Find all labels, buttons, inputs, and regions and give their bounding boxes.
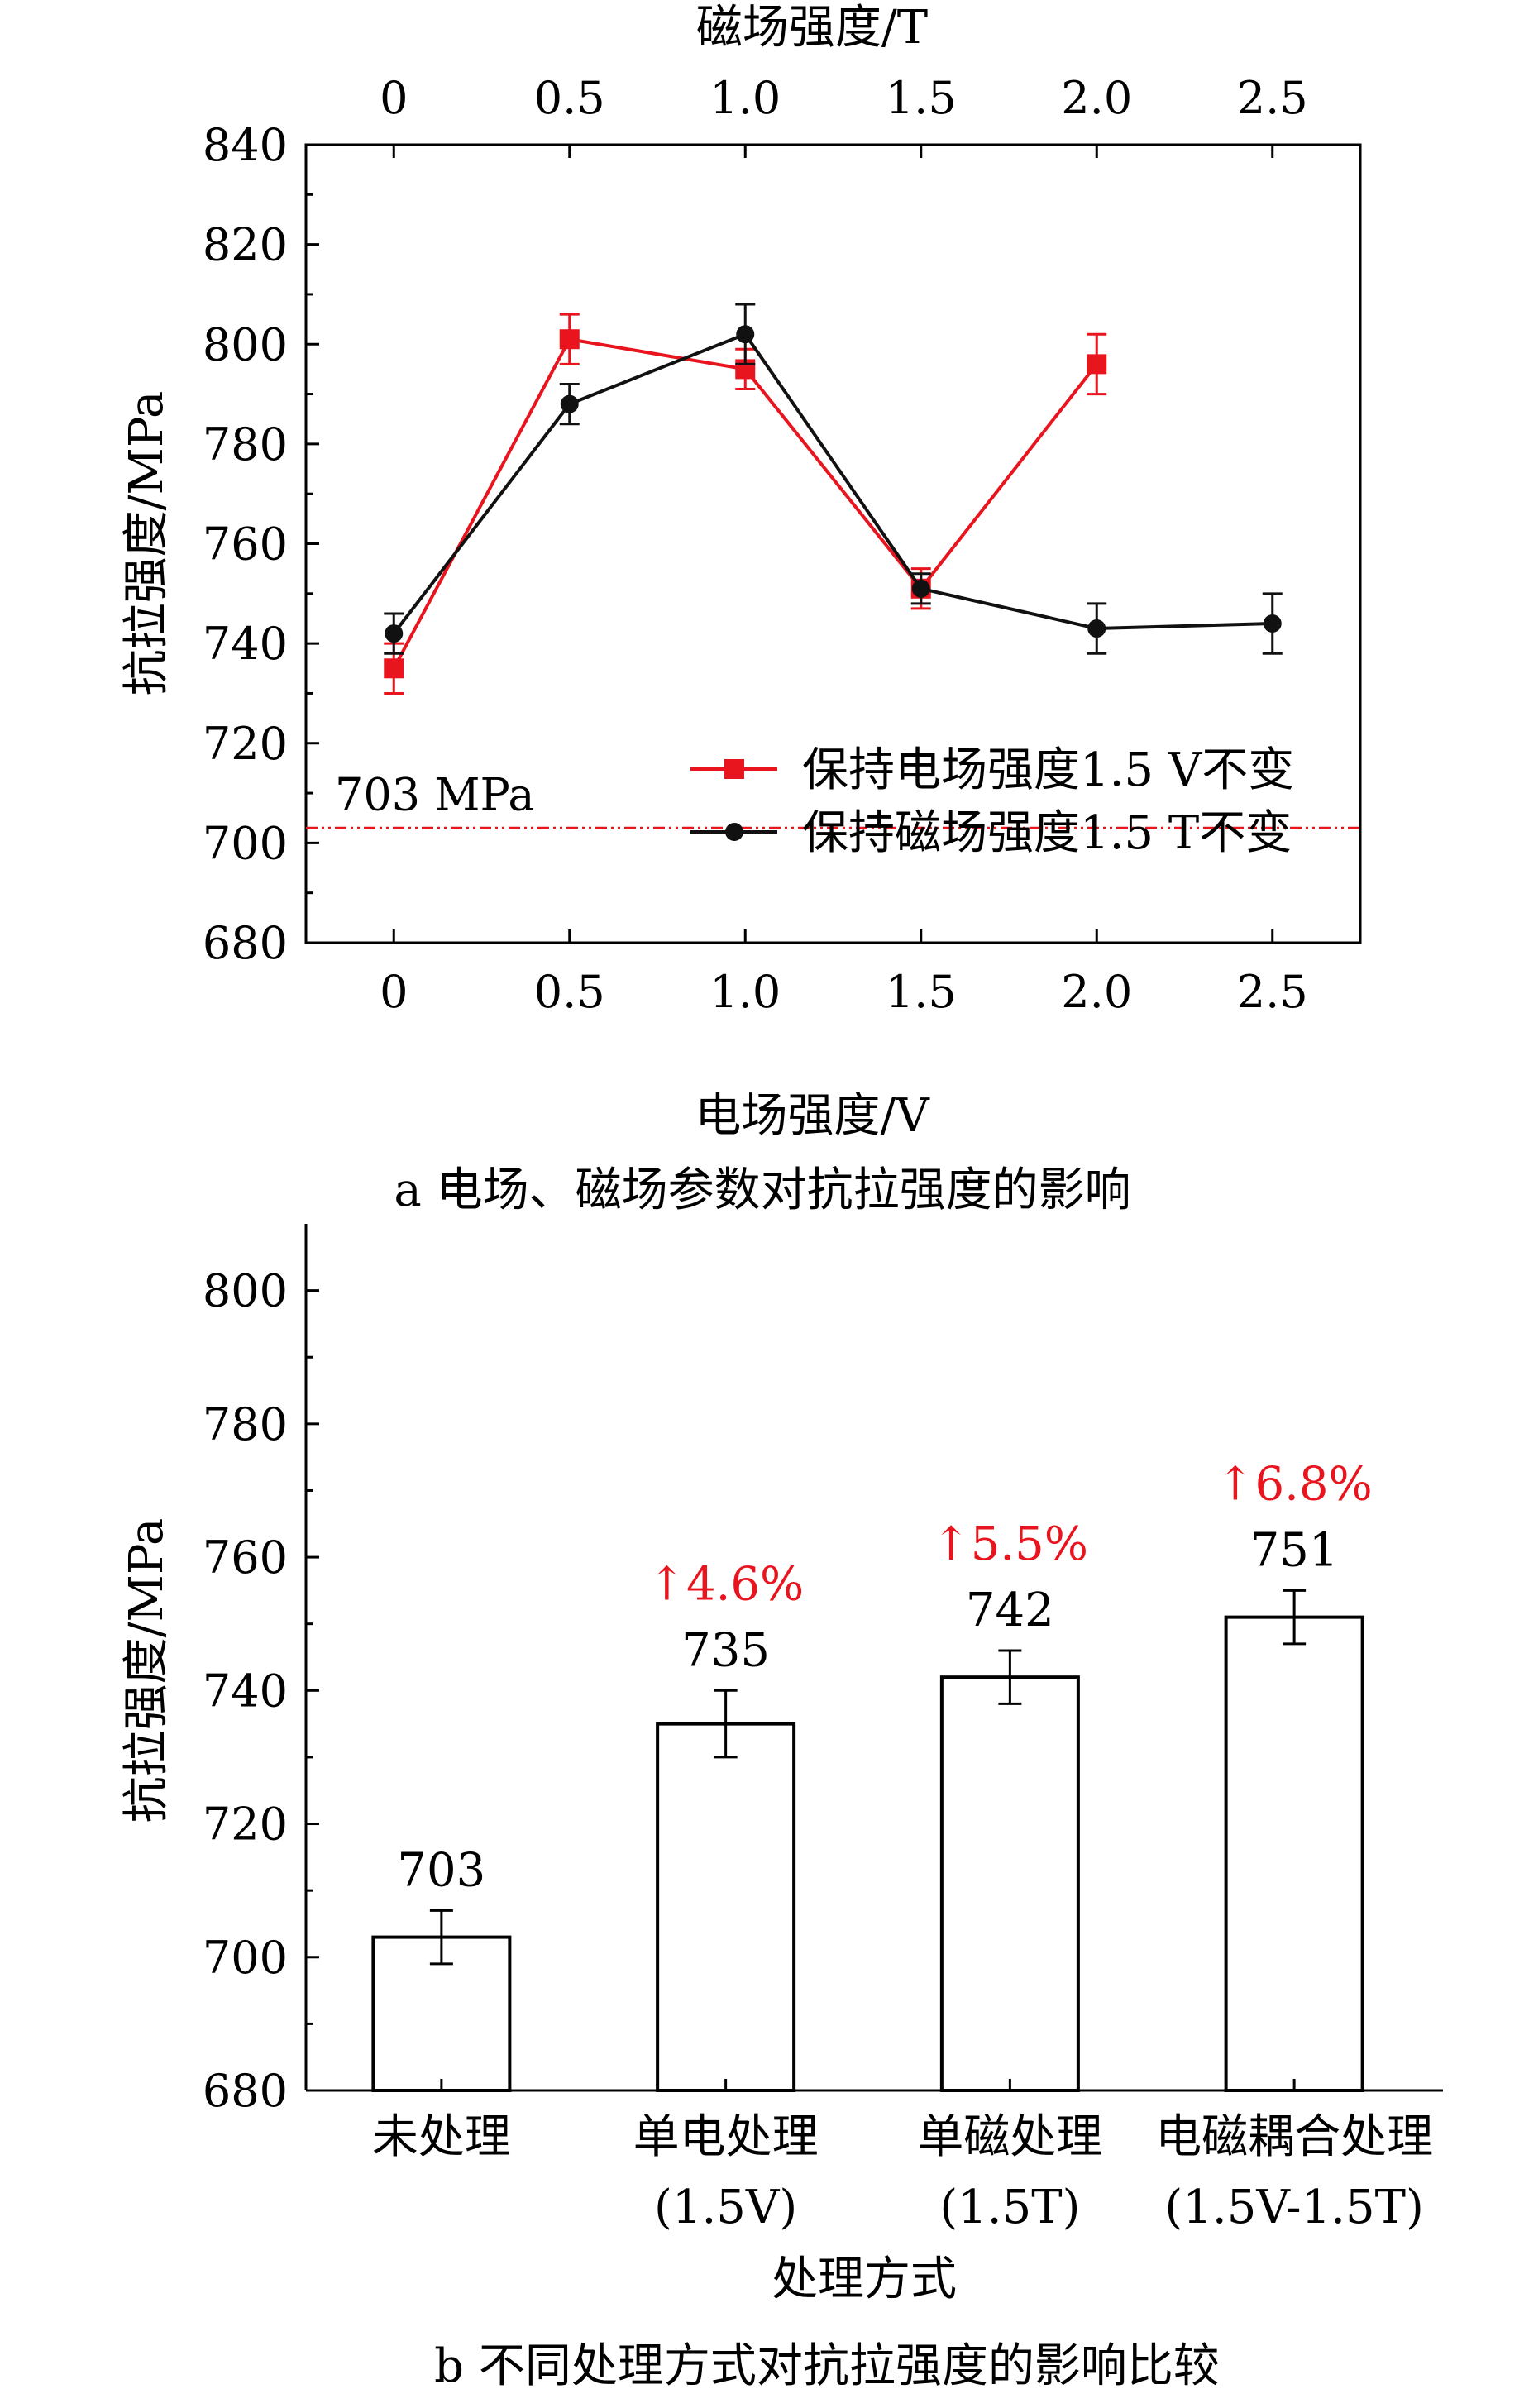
panel-a-y-tick-label: 820 <box>203 219 288 271</box>
legend-label-electric: 保持电场强度1.5 V不变 <box>802 743 1294 797</box>
panel-a-top-axis-label: 磁场强度/T <box>696 1 928 55</box>
bar-value-label: 742 <box>966 1584 1054 1637</box>
data-point-circle <box>736 325 755 344</box>
data-point-circle <box>560 394 579 413</box>
category-sublabel: (1.5T) <box>939 2181 1080 2234</box>
panel-a-y-axis-label: 抗拉强度/MPa <box>120 391 174 696</box>
data-point-circle <box>911 579 930 598</box>
bar <box>656 1722 796 2093</box>
panel-b-caption: b 不同处理方式对抗拉强度的影响比较 <box>434 2339 1220 2393</box>
panel-b-y-axis-label: 抗拉强度/MPa <box>120 1518 174 1823</box>
panel-a-y-tick-label: 680 <box>203 917 288 969</box>
panel-b-bars: 703 未处理 735 ↑4.6% 单电处理 (1.5V) 742 ↑5.5% 单磁处理 (1.5… <box>371 1457 1433 2234</box>
legend-marker-square <box>724 759 744 779</box>
panel-a-x-tick-label-bottom: 2.0 <box>1061 966 1132 1018</box>
panel-a-y-tick-label: 740 <box>203 618 288 670</box>
series-line <box>392 332 1273 635</box>
bar-group: 751 ↑6.8% 电磁耦合处理 (1.5V-1.5T) <box>1155 1457 1433 2234</box>
panel-a-x-tick-label-bottom: 0.5 <box>534 966 605 1018</box>
category-label: 单电处理 <box>633 2110 819 2164</box>
panel-b-y-tick-label: 700 <box>203 1932 288 1984</box>
panel-a-x-tick-label-top: 0 <box>380 72 408 124</box>
panel-b-bar-chart: 680 700 720 740 760 780 800 703 未处理 735 ↑4.6% 单电处理… <box>120 1224 1443 2393</box>
panel-b-y-tick-label: 800 <box>203 1265 288 1317</box>
bar-value-label: 751 <box>1250 1523 1339 1577</box>
panel-a-y-tick-label: 800 <box>203 318 288 370</box>
panel-a-y-tick-label: 760 <box>203 518 288 571</box>
panel-b-y-tick-label: 740 <box>203 1665 288 1717</box>
bar <box>939 1675 1080 2092</box>
panel-a-caption: a 电场、磁场参数对抗拉强度的影响 <box>394 1163 1130 1217</box>
bar-group: 742 ↑5.5% 单磁处理 (1.5T) <box>917 1517 1102 2234</box>
bar-increase-label: ↑4.6% <box>647 1557 804 1611</box>
data-point-square <box>1087 354 1107 375</box>
panel-b-y-tick-label: 680 <box>203 2065 288 2117</box>
panel-a-y-tick-label: 780 <box>203 418 288 471</box>
data-point-circle <box>1087 619 1106 638</box>
category-label: 单磁处理 <box>917 2110 1102 2164</box>
panel-a-y-tick-label: 700 <box>203 817 288 869</box>
panel-a-series <box>384 303 1283 695</box>
data-point-square <box>384 658 404 679</box>
bar-value-label: 735 <box>681 1623 770 1677</box>
panel-a-x-tick-label-top: 1.0 <box>709 72 781 124</box>
panel-a-x-tick-label-top: 1.5 <box>886 72 957 124</box>
panel-b-y-tick-label: 720 <box>203 1799 288 1851</box>
bar-group: 703 未处理 <box>371 1843 512 2164</box>
panel-a-bottom-axis-label: 电场强度/V <box>695 1089 930 1143</box>
panel-a-y-tick-label: 840 <box>203 119 288 171</box>
bar-increase-label: ↑6.8% <box>1216 1457 1373 1511</box>
data-point-circle <box>385 624 404 643</box>
bar <box>1224 1615 1364 2092</box>
panel-a-x-tick-label-bottom: 2.5 <box>1237 966 1308 1018</box>
series-electric-field <box>384 313 1107 695</box>
reference-line-label: 703 MPa <box>335 768 535 820</box>
panel-a-x-tick-label-top: 0.5 <box>534 72 605 124</box>
panel-a-x-tick-label-bottom: 1.5 <box>886 966 957 1018</box>
panel-b-y-tick-label: 760 <box>203 1531 288 1584</box>
category-sublabel: (1.5V) <box>654 2181 797 2234</box>
data-point-circle <box>1263 614 1282 633</box>
panel-b-y-tick-label: 780 <box>203 1398 288 1450</box>
data-point-square <box>559 329 580 350</box>
panel-b-x-axis-label: 处理方式 <box>772 2253 957 2306</box>
panel-a-line-chart: 680 700 720 740 760 780 800 820 840 0 0 0.5 0.5 1.0 1.… <box>120 1 1362 1217</box>
panel-a-x-tick-label-bottom: 0 <box>380 966 408 1018</box>
series-magnetic-field <box>384 303 1283 655</box>
category-label: 未处理 <box>372 2110 511 2164</box>
panel-a-axis-ticks: 680 700 720 740 760 780 800 820 840 0 0 0.5 0.5 1.0 1.… <box>203 72 1308 1018</box>
panel-a-x-tick-label-bottom: 1.0 <box>709 966 781 1018</box>
panel-a-y-tick-label: 720 <box>203 718 288 770</box>
panel-a-legend: 保持电场强度1.5 V不变 保持磁场强度1.5 T不变 <box>690 743 1294 860</box>
panel-a-x-tick-label-top: 2.5 <box>1237 72 1308 124</box>
panel-a-x-tick-label-top: 2.0 <box>1061 72 1132 124</box>
category-label: 电磁耦合处理 <box>1155 2110 1433 2164</box>
legend-marker-circle <box>725 823 743 841</box>
legend-label-magnetic: 保持磁场强度1.5 T不变 <box>802 806 1292 860</box>
panel-a-reference-line: 703 MPa <box>306 768 1360 829</box>
bar-group: 735 ↑4.6% 单电处理 (1.5V) <box>633 1557 819 2234</box>
category-sublabel: (1.5V-1.5T) <box>1164 2181 1423 2234</box>
panel-b-axis-ticks: 680 700 720 740 760 780 800 <box>203 1265 319 2117</box>
bar-increase-label: ↑5.5% <box>932 1517 1088 1571</box>
bar-value-label: 703 <box>397 1843 485 1897</box>
